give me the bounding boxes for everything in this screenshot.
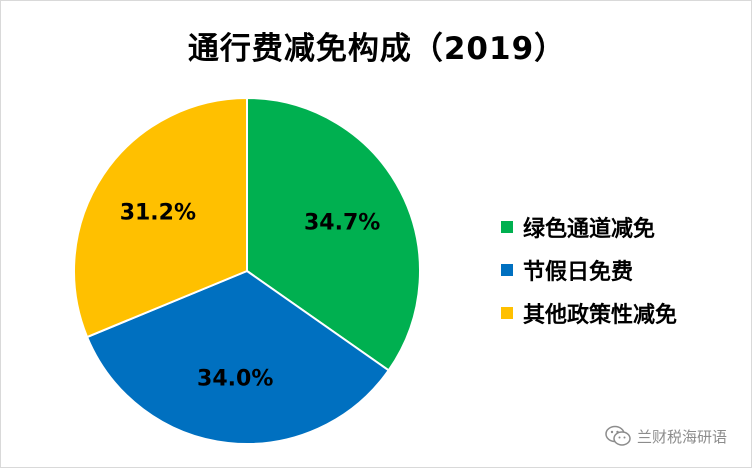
- watermark-text: 兰财税海研语: [636, 427, 727, 446]
- legend-swatch: [501, 220, 513, 233]
- legend-item-other-policy: 其他政策性减免: [501, 291, 677, 334]
- legend-label: 绿色通道减免: [523, 216, 656, 242]
- legend-swatch: [501, 263, 513, 276]
- legend-item-green-channel: 绿色通道减免: [501, 205, 677, 248]
- chart-title: 通行费减免构成（2019）: [187, 31, 567, 67]
- slice-green-channel: [246, 96, 421, 372]
- watermark: 兰财税海研语: [605, 425, 727, 447]
- pie-slices: [73, 96, 421, 445]
- slice-data-label: 34.0%: [197, 367, 273, 392]
- legend-item-holiday-free: 节假日免费: [501, 248, 677, 291]
- wechat-icon: [605, 425, 631, 446]
- legend: 绿色通道减免 节假日免费 其他政策性减免: [501, 205, 677, 334]
- slice-data-label: 31.2%: [120, 200, 196, 225]
- slice-holiday-free: [85, 269, 391, 445]
- legend-label: 节假日免费: [523, 259, 634, 285]
- legend-label: 其他政策性减免: [523, 302, 678, 328]
- legend-swatch: [501, 306, 513, 319]
- pie-labels: 34.7% 34.0% 31.2%: [120, 200, 381, 391]
- slice-other-policy: [73, 96, 248, 339]
- slice-data-label: 34.7%: [304, 211, 380, 236]
